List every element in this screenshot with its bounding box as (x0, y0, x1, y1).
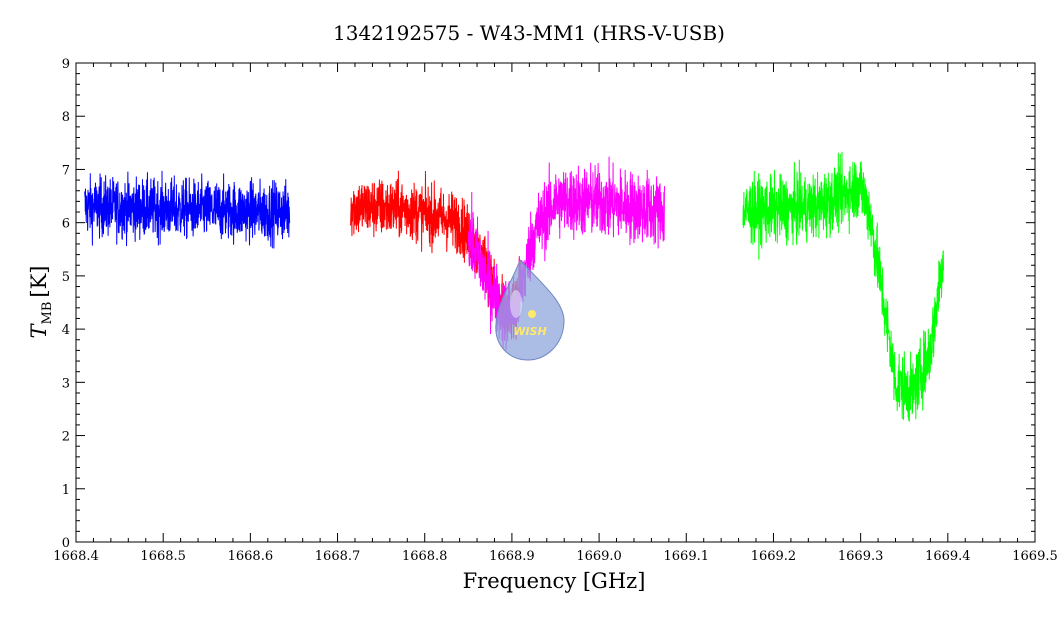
y-axis: 0 1 2 3 4 5 6 7 8 9 (62, 57, 1035, 551)
x-axis: 1668.4 1668.5 1668.6 1668.7 1668.8 1668.9 1669… (53, 63, 1058, 564)
x-tick-label: 1669.1 (664, 549, 710, 564)
plot-area: WISH 1668.4 1668.5 1668.6 1668.7 1668.8 1668.… (53, 57, 1058, 564)
y-tick-label: 6 (62, 217, 70, 232)
x-tick-label: 1668.8 (402, 549, 448, 564)
y-tick-label: 2 (62, 430, 70, 445)
wish-logo-text: WISH (513, 325, 546, 338)
x-tick-label: 1669.2 (751, 549, 797, 564)
chart-title: 1342192575 - W43-MM1 (HRS-V-USB) (333, 21, 725, 45)
x-tick-label: 1668.7 (315, 549, 361, 564)
y-tick-label: 4 (62, 323, 70, 338)
x-tick-label: 1669.0 (576, 549, 622, 564)
series-line-1 (84, 170, 291, 249)
y-axis-label-main: T (27, 322, 51, 338)
x-tick-label: 1668.5 (140, 549, 186, 564)
y-axis-label-sub: MB (40, 302, 55, 325)
x-tick-label: 1669.3 (838, 549, 884, 564)
y-axis-label-unit: [K] (27, 266, 51, 298)
plot-frame (75, 62, 1036, 543)
wish-logo-star (528, 310, 536, 318)
y-tick-label: 7 (62, 163, 70, 178)
wish-logo: WISH (495, 259, 565, 361)
x-tick-label: 1669.4 (925, 549, 971, 564)
x-tick-label: 1668.4 (53, 549, 99, 564)
x-tick-label: 1668.6 (228, 549, 274, 564)
x-axis-label: Frequency [GHz] (463, 569, 646, 593)
y-tick-label: 5 (62, 270, 70, 285)
y-tick-label: 0 (62, 536, 70, 551)
x-tick-label: 1668.9 (489, 549, 535, 564)
y-axis-label: TMB [K] (27, 266, 55, 339)
y-tick-label: 8 (62, 110, 70, 125)
wish-logo-drop (495, 259, 565, 361)
y-tick-label: 1 (62, 483, 70, 498)
series-line-4 (742, 151, 944, 422)
wish-logo-highlight (510, 290, 522, 318)
y-tick-label: 9 (62, 57, 70, 72)
y-tick-label: 3 (62, 376, 70, 391)
x-tick-label: 1669.5 (1012, 549, 1058, 564)
